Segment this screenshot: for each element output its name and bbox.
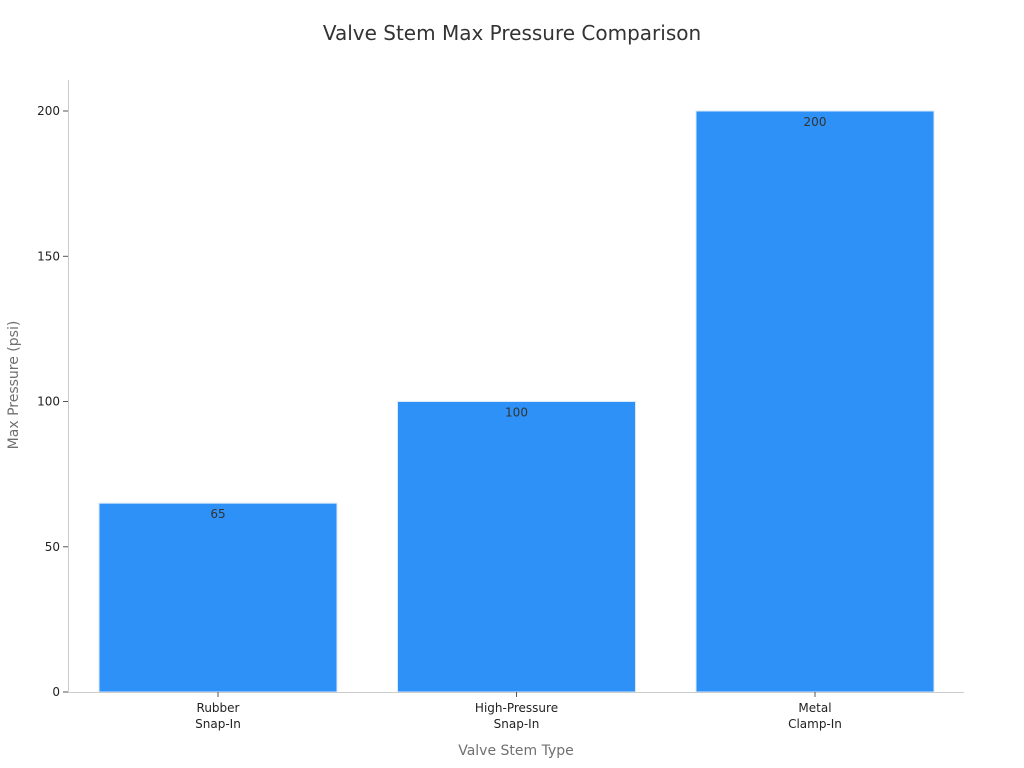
chart-title: Valve Stem Max Pressure Comparison: [323, 21, 701, 45]
y-tick-label-2: 100: [37, 395, 60, 409]
x-tick-label-line: Rubber: [197, 701, 240, 715]
bar-0: [98, 502, 338, 693]
x-tick-label-line: High-Pressure: [475, 701, 558, 715]
x-tick-label-line: Clamp-In: [788, 717, 842, 731]
y-tick-label-3: 150: [37, 249, 60, 263]
y-axis-title: Max Pressure (psi): [6, 321, 22, 450]
data-label-2: 200: [804, 115, 827, 129]
x-tick-label-line: Metal: [798, 701, 831, 715]
x-axis-title: Valve Stem Type: [458, 743, 574, 759]
y-tick-label-4: 200: [37, 104, 60, 118]
bar-1: [397, 401, 636, 693]
y-tick-label-0: 0: [52, 685, 60, 699]
x-tick-label-2: Metal Clamp-In: [788, 701, 842, 731]
data-label-1: 100: [505, 406, 528, 420]
data-labels-layer: 65 100 200: [210, 115, 826, 521]
data-label-0: 65: [210, 507, 225, 521]
bar-2: [695, 110, 935, 693]
x-tick-label-0: Rubber Snap-In: [195, 701, 241, 731]
x-tick-label-line: Snap-In: [494, 717, 540, 731]
x-tick-label-line: Snap-In: [195, 717, 241, 731]
bars-layer: [98, 110, 935, 693]
x-ticks-layer: Rubber Snap-In High-Pressure Snap-In Metal Cl…: [195, 692, 842, 731]
y-tick-label-1: 50: [45, 540, 60, 554]
y-ticks-layer: 0 50 100 150 200: [37, 104, 68, 699]
x-tick-label-1: High-Pressure Snap-In: [475, 701, 558, 731]
